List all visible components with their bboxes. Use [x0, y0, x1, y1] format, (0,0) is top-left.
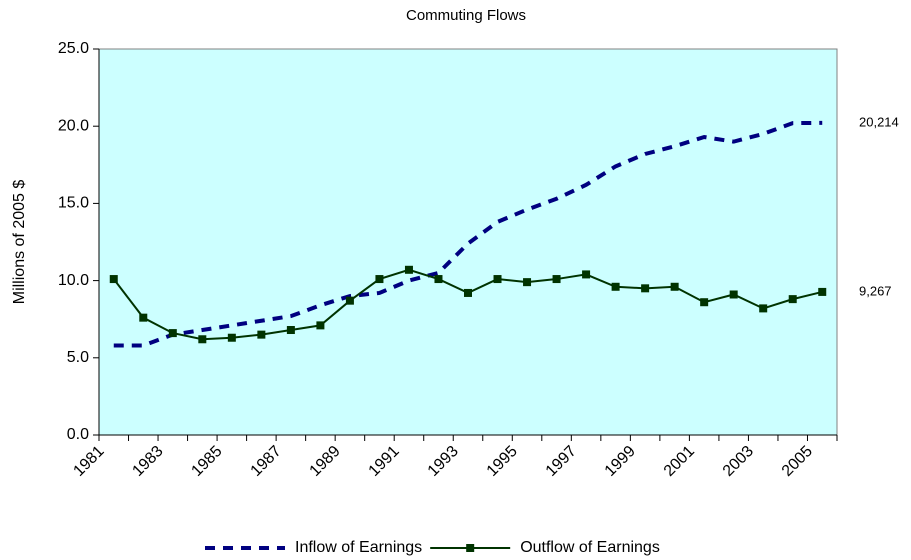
y-tick-label: 25.0: [58, 40, 89, 57]
chart-title: Commuting Flows: [406, 7, 526, 24]
plot-area: [98, 48, 838, 436]
x-tick-label: 1985: [188, 443, 225, 480]
marker: [464, 288, 472, 297]
marker: [168, 329, 177, 338]
x-tick-label: 1999: [602, 443, 639, 480]
x-tick-label: 1995: [484, 443, 521, 480]
x-tick-label: 1997: [543, 443, 580, 480]
x-tick-label: 2001: [661, 443, 698, 480]
x-tick-label: 1993: [425, 443, 462, 480]
marker: [434, 275, 443, 284]
legend-marker: [466, 544, 475, 552]
marker: [109, 275, 118, 284]
marker: [611, 282, 620, 291]
marker: [404, 265, 413, 274]
series-line: [113, 120, 823, 348]
x-tick-label: 2005: [779, 443, 816, 480]
marker: [641, 284, 650, 293]
marker: [227, 333, 236, 342]
y-tick-label: 5.0: [67, 349, 89, 366]
y-tick-label: 20.0: [58, 117, 89, 134]
y-tick-label: 0.0: [67, 426, 89, 443]
value-label: 9,267: [859, 283, 892, 298]
x-tick-label: 1991: [366, 443, 403, 480]
marker: [345, 296, 354, 305]
marker: [759, 304, 768, 313]
marker: [582, 270, 591, 279]
y-axis-label: Millions of 2005 $: [11, 180, 28, 305]
marker: [700, 298, 709, 307]
x-tick-label: 1981: [70, 443, 107, 480]
marker: [375, 275, 384, 284]
marker: [818, 287, 827, 296]
marker: [493, 275, 502, 284]
legend-label: Outflow of Earnings: [520, 539, 660, 556]
marker: [198, 335, 207, 344]
value-label: 20,214: [859, 114, 899, 129]
y-tick-label: 15.0: [58, 195, 89, 212]
x-tick-label: 2003: [720, 443, 757, 480]
y-tick-label: 10.0: [58, 272, 89, 289]
marker: [552, 275, 561, 284]
x-tick-label: 1989: [307, 443, 344, 480]
marker: [729, 290, 738, 299]
marker: [788, 295, 797, 304]
marker: [523, 278, 532, 287]
marker: [316, 321, 325, 330]
x-tick-label: 1983: [129, 443, 166, 480]
marker: [286, 326, 295, 335]
x-tick-label: 1987: [248, 443, 285, 480]
marker: [139, 313, 148, 322]
legend-label: Inflow of Earnings: [295, 539, 422, 556]
marker: [257, 330, 266, 339]
marker: [670, 282, 679, 291]
